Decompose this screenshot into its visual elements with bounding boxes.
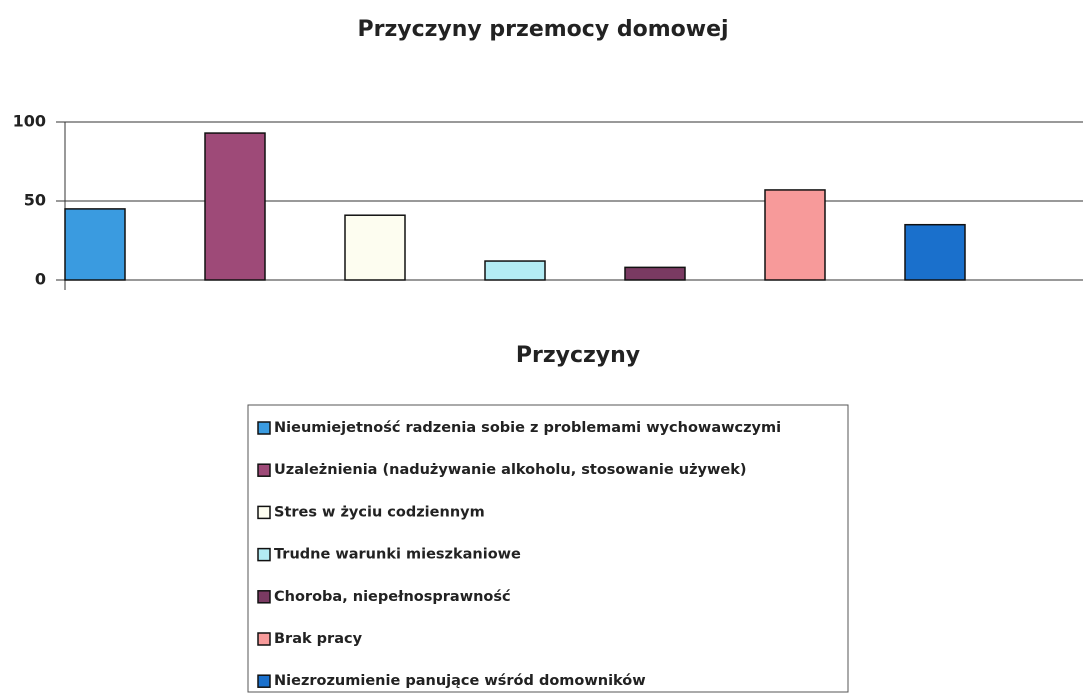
bar — [344, 214, 406, 281]
bar — [64, 208, 126, 281]
bar — [204, 132, 266, 281]
legend-swatch — [257, 505, 271, 520]
bar — [484, 260, 546, 281]
legend-swatch — [257, 463, 271, 477]
legend-swatch — [257, 421, 271, 435]
legend-label: Brak pracy — [274, 631, 363, 647]
legend-label: Niezrozumienie panujące wśród domowników — [274, 673, 646, 689]
y-tick-label: 50 — [24, 191, 46, 210]
bar — [764, 189, 826, 281]
y-tick-label: 100 — [13, 112, 46, 131]
y-tick-label: 0 — [35, 270, 46, 289]
bar — [904, 223, 966, 281]
legend-label: Nieumiejetność radzenia sobie z problema… — [274, 420, 781, 436]
legend-swatch — [257, 547, 271, 562]
chart-title: Przyczyny przemocy domowej — [357, 17, 728, 42]
bar — [624, 266, 686, 281]
legend-label: Uzależnienia (nadużywanie alkoholu, stos… — [274, 462, 746, 478]
legend-swatch — [257, 632, 271, 646]
legend-swatch — [257, 590, 271, 604]
legend-label: Stres w życiu codziennym — [274, 504, 485, 520]
legend-label: Choroba, niepełnosprawność — [274, 589, 511, 605]
legend-box — [247, 404, 849, 693]
legend-swatch — [257, 674, 271, 688]
x-axis-title: Przyczyny — [516, 343, 640, 368]
legend-label: Trudne warunki mieszkaniowe — [274, 547, 521, 563]
